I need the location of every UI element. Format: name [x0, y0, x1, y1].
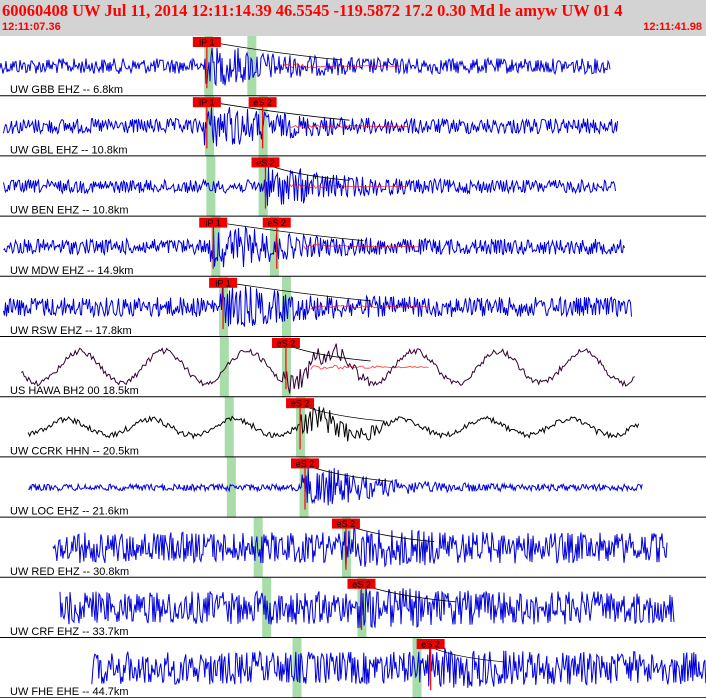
pick-box [199, 217, 228, 228]
pick-box [271, 338, 300, 348]
station-label: UW RED EHZ -- 30.8km [10, 566, 129, 578]
station-label: UW FHE EHE -- 44.7km [10, 686, 129, 698]
arrival-curves-layer [198, 39, 505, 663]
pick-label: eS 2 [253, 98, 272, 108]
coda-overlay-0 [282, 63, 401, 69]
coda-overlay-5 [310, 364, 429, 370]
station-label: UW GBB EHZ -- 6.8km [10, 84, 123, 96]
waveform-trace-10 [91, 647, 706, 688]
waveform-trace-6 [27, 406, 640, 442]
pick-label: iP 1 [199, 38, 214, 48]
station-label: UW MDW EHZ -- 14.9km [10, 265, 133, 277]
pick-box [192, 97, 221, 108]
pick-label: eS 2 [291, 399, 310, 409]
pick-label: iP 1 [206, 218, 221, 228]
pick-label: eS 2 [337, 519, 356, 529]
station-label: UW BEN EHZ -- 10.8km [10, 205, 129, 217]
phase-band-2-0 [206, 156, 216, 217]
seismogram-plot[interactable]: iP 1 iP 1 eS 2 eS 2 iP 1 eS 2 iP 1 eS 2 eS 2 eS 2… [0, 36, 706, 698]
labels-layer: UW GBB EHZ -- 6.8km UW GBL EHZ -- 10.8km U… [10, 84, 139, 698]
waveform-trace-1 [3, 107, 618, 147]
pick-label: eS 2 [267, 218, 286, 228]
pick-box [209, 277, 238, 288]
pick-marker[interactable]: eS 2 [271, 338, 300, 390]
phase-band-10-0 [292, 638, 302, 698]
picks-layer: iP 1 iP 1 eS 2 eS 2 iP 1 eS 2 iP 1 eS 2 eS 2 eS 2… [192, 37, 445, 691]
pick-label: eS 2 [277, 339, 296, 349]
pick-marker[interactable]: eS 2 [286, 398, 315, 450]
pick-box [347, 578, 376, 589]
station-label: UW GBL EHZ -- 10.8km [10, 144, 128, 156]
station-label: US HAWA BH2 00 18.5km [10, 385, 139, 397]
pick-marker[interactable]: eS 2 [248, 97, 277, 149]
pick-marker[interactable]: eS 2 [347, 578, 376, 630]
waveform-trace-3 [3, 225, 625, 268]
pick-label: eS 2 [421, 640, 440, 650]
pick-label: iP 1 [199, 98, 214, 108]
coda-overlay-3 [303, 243, 422, 250]
pick-marker[interactable]: iP 1 [199, 217, 228, 269]
phase-band-7-0 [226, 457, 236, 518]
pick-label: eS 2 [256, 158, 275, 168]
phase-band-6-0 [224, 397, 234, 458]
pick-marker[interactable]: eS 2 [331, 518, 360, 570]
phase-band-3-0 [211, 216, 221, 277]
pick-marker[interactable]: eS 2 [251, 157, 280, 209]
waveforms-layer [0, 47, 706, 688]
pick-box [416, 639, 445, 649]
phase-band-8-0 [253, 517, 263, 578]
pick-box [290, 458, 319, 469]
waveform-trace-9 [59, 587, 675, 629]
station-label: UW LOC EHZ -- 21.6km [10, 506, 129, 518]
station-label: UW RSW EHZ -- 17.8km [10, 325, 132, 337]
pick-box [192, 37, 221, 47]
pick-marker[interactable]: eS 2 [290, 458, 319, 510]
pick-marker[interactable]: iP 1 [192, 37, 221, 89]
pick-label: eS 2 [296, 459, 315, 469]
pick-label: eS 2 [352, 579, 371, 589]
pick-marker[interactable]: eS 2 [262, 217, 291, 269]
pick-box [251, 157, 280, 168]
phase-band-5-0 [219, 337, 229, 398]
station-label: UW CRF EHZ -- 33.7km [10, 626, 129, 638]
phase-band-7-1 [299, 457, 309, 518]
phase-band-2-1 [258, 156, 268, 217]
start-time: 12:11:07.36 [2, 21, 61, 33]
pick-box [331, 518, 360, 529]
station-label: UW CCRK HHN -- 20.5km [10, 445, 139, 457]
waveform-trace-2 [3, 166, 616, 206]
waveform-trace-8 [52, 526, 668, 568]
coda-overlay-4 [310, 304, 429, 310]
waveform-trace-0 [0, 47, 611, 87]
coda-overlay-1 [289, 124, 408, 129]
pick-box [286, 398, 315, 409]
pick-marker[interactable]: eS 2 [416, 639, 445, 691]
pick-marker[interactable]: iP 1 [192, 97, 221, 149]
pick-label: iP 1 [215, 278, 230, 288]
pick-box [248, 97, 277, 108]
phase-band-1-0 [204, 96, 214, 157]
event-title: 60060408 UW Jul 11, 2014 12:11:14.39 46.… [2, 1, 623, 20]
event-header: 60060408 UW Jul 11, 2014 12:11:14.39 46.… [0, 0, 706, 36]
pick-box [262, 217, 291, 228]
end-time: 12:11:41.98 [643, 21, 702, 33]
coda-overlay-2 [289, 183, 408, 189]
waveform-trace-5 [20, 343, 635, 394]
waveform-trace-4 [3, 286, 632, 327]
pick-marker[interactable]: iP 1 [209, 277, 238, 329]
waveform-trace-7 [28, 467, 643, 506]
